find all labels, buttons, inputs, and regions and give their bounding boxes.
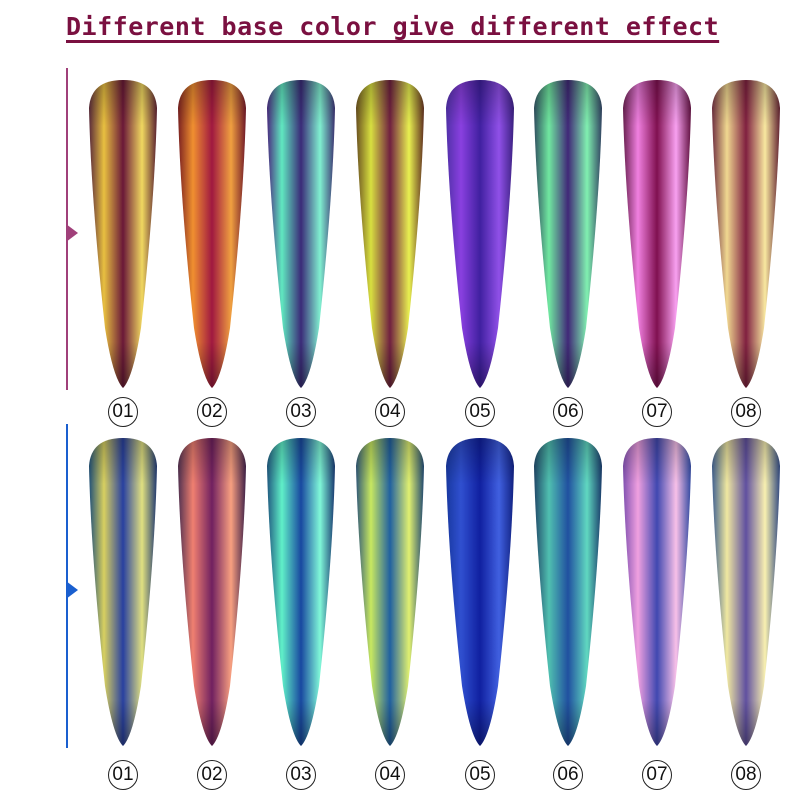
nail-number-label: 05	[465, 760, 495, 790]
page-title: Different base color give different effe…	[66, 12, 720, 41]
nail-swatch	[267, 80, 335, 388]
nail-number-label: 03	[286, 397, 316, 427]
nail-number-label: 04	[375, 397, 405, 427]
nail-swatch	[534, 438, 602, 746]
nail-swatch	[89, 80, 157, 388]
nail-swatch	[534, 80, 602, 388]
row-marker-triangle	[66, 224, 78, 242]
nail-swatch	[267, 438, 335, 746]
nail-number-label: 05	[465, 397, 495, 427]
nail-number-label: 06	[553, 760, 583, 790]
nail-swatch	[356, 438, 424, 746]
nail-swatch	[446, 438, 514, 746]
nail-number-label: 04	[375, 760, 405, 790]
nail-swatch	[623, 438, 691, 746]
nail-number-label: 02	[197, 760, 227, 790]
nail-swatch	[89, 438, 157, 746]
nail-number-label: 07	[642, 760, 672, 790]
nail-number-label: 03	[286, 760, 316, 790]
nail-number-label: 08	[731, 760, 761, 790]
nail-swatch	[623, 80, 691, 388]
nail-number-label: 06	[553, 397, 583, 427]
row-marker-triangle	[66, 581, 78, 599]
nail-number-label: 01	[108, 760, 138, 790]
nail-number-label: 07	[642, 397, 672, 427]
nail-swatch	[356, 80, 424, 388]
nail-swatch	[712, 438, 780, 746]
nail-number-label: 01	[108, 397, 138, 427]
nail-swatch	[712, 80, 780, 388]
nail-swatch	[446, 80, 514, 388]
nail-swatch	[178, 438, 246, 746]
nail-number-label: 02	[197, 397, 227, 427]
nail-number-label: 08	[731, 397, 761, 427]
nail-swatch	[178, 80, 246, 388]
